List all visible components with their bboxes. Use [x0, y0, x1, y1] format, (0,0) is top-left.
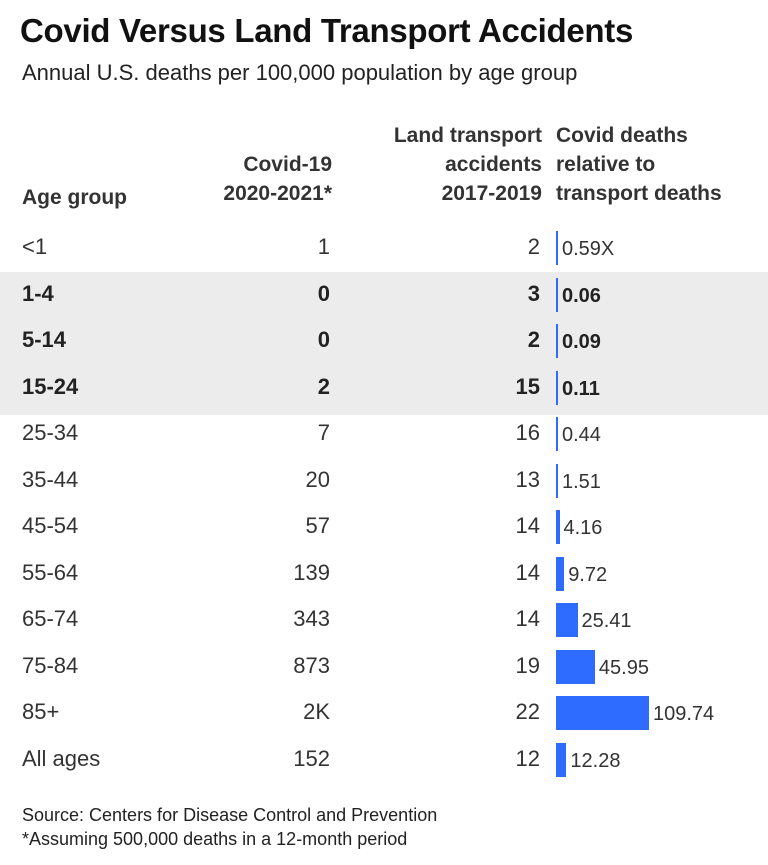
age-group-cell: 15-24 — [22, 373, 79, 399]
source-text: Source: Centers for Disease Control and … — [22, 805, 438, 825]
ratio-label: 0.44 — [562, 424, 601, 446]
transport-deaths-cell: 2 — [527, 234, 540, 259]
ratio-bar — [556, 417, 558, 451]
transport-deaths-cell: 15 — [515, 373, 540, 399]
ratio-bar — [556, 649, 595, 684]
age-group-cell: 45-54 — [22, 513, 79, 538]
covid-deaths-cell: 0 — [317, 280, 330, 306]
table-row: 75-84 873 19 45.95 — [0, 643, 768, 689]
chart-title: Covid Versus Land Transport Accidents — [20, 12, 634, 49]
header-land-line3: 2017-2019 — [441, 182, 542, 205]
ratio-bar — [556, 742, 567, 777]
table-row: 55-64 139 14 9.72 — [0, 550, 768, 596]
ratio-bar — [556, 603, 578, 637]
covid-deaths-cell: 152 — [293, 745, 330, 771]
ratio-bar — [556, 510, 560, 544]
covid-deaths-cell: 57 — [305, 513, 330, 538]
table-row: 45-54 57 14 4.16 — [0, 503, 768, 549]
ratio-label: 4.16 — [563, 517, 603, 539]
header-ratio-line3: transport deaths — [556, 182, 722, 205]
ratio-label: 109.74 — [653, 703, 715, 725]
table-row: 15-24 2 15 0.11 — [0, 364, 768, 410]
age-group-cell: 1-4 — [22, 280, 54, 306]
transport-deaths-cell: 22 — [515, 699, 540, 724]
header-age-label: Age group — [22, 186, 127, 209]
table-row: 1-4 0 3 0.06 — [0, 271, 768, 317]
ratio-label: 1.51 — [562, 470, 601, 493]
ratio-bar — [556, 463, 558, 498]
ratio-bar — [556, 324, 558, 358]
age-group-cell: 85+ — [22, 699, 60, 724]
transport-deaths-cell: 14 — [515, 513, 540, 538]
covid-deaths-cell: 1 — [317, 234, 330, 259]
transport-deaths-cell: 13 — [515, 466, 540, 492]
ratio-label: 45.95 — [598, 656, 649, 679]
header-covid-line1: Covid-19 — [243, 153, 332, 176]
table-row: 35-44 20 13 1.51 — [0, 457, 768, 503]
covid-deaths-cell: 873 — [293, 652, 330, 678]
age-group-cell: All ages — [22, 745, 101, 771]
covid-deaths-cell: 2K — [303, 699, 330, 724]
covid-deaths-cell: 343 — [293, 606, 330, 631]
header-land-line2: accidents — [445, 153, 542, 176]
ratio-bar — [556, 370, 558, 405]
transport-deaths-cell: 14 — [515, 559, 540, 585]
ratio-label: 0.11 — [562, 377, 600, 400]
header-covid-line2: 2020-2021* — [223, 182, 332, 205]
age-group-cell: 25-34 — [22, 420, 79, 445]
header-land-transport: Land transport accidents 2017-2019 — [312, 121, 542, 208]
header-covid: Covid-19 2020-2021* — [132, 150, 332, 208]
transport-deaths-cell: 14 — [515, 606, 540, 631]
table-row: All ages 152 12 12.28 — [0, 736, 768, 782]
covid-deaths-cell: 20 — [305, 466, 330, 492]
transport-deaths-cell: 2 — [527, 327, 540, 352]
chart-subtitle: Annual U.S. deaths per 100,000 populatio… — [22, 60, 578, 85]
table-row: <1 1 2 0.59X — [0, 224, 768, 270]
header-ratio: Covid deaths relative to transport death… — [556, 121, 766, 208]
ratio-label: 0.06 — [562, 284, 601, 307]
covid-deaths-cell: 2 — [317, 373, 330, 399]
table-row: 5-14 0 2 0.09 — [0, 317, 768, 363]
header-land-line1: Land transport — [393, 124, 542, 147]
header-ratio-line2: relative to — [556, 153, 656, 176]
covid-deaths-cell: 7 — [317, 420, 330, 445]
ratio-bar — [556, 556, 565, 591]
age-group-cell: 5-14 — [22, 327, 67, 352]
source-note: Source: Centers for Disease Control and … — [22, 803, 437, 851]
table-row: 65-74 343 14 25.41 — [0, 596, 768, 642]
ratio-bar — [556, 696, 649, 730]
ratio-label: 12.28 — [570, 749, 621, 772]
ratio-label: 0.59X — [562, 238, 615, 260]
transport-deaths-cell: 16 — [515, 420, 540, 445]
ratio-label: 9.72 — [568, 563, 608, 586]
table-row: 25-34 7 16 0.44 — [0, 410, 768, 456]
age-group-cell: 55-64 — [22, 559, 79, 585]
covid-deaths-cell: 0 — [317, 327, 330, 352]
header-ratio-line1: Covid deaths — [556, 124, 688, 147]
highlight-band — [0, 272, 768, 415]
transport-deaths-cell: 19 — [515, 652, 540, 678]
table-row: 85+ 2K 22 109.74 — [0, 689, 768, 735]
ratio-bar — [556, 277, 558, 312]
footnote-text: *Assuming 500,000 deaths in a 12-month p… — [22, 829, 408, 849]
header-age-group: Age group — [22, 183, 127, 212]
age-group-cell: <1 — [22, 234, 48, 259]
covid-deaths-cell: 139 — [293, 559, 330, 585]
ratio-label: 0.09 — [562, 331, 601, 353]
ratio-label: 25.41 — [581, 610, 632, 632]
age-group-cell: 35-44 — [22, 466, 79, 492]
ratio-bar — [556, 231, 558, 265]
age-group-cell: 65-74 — [22, 606, 79, 631]
transport-deaths-cell: 3 — [527, 280, 540, 306]
age-group-cell: 75-84 — [22, 652, 79, 678]
transport-deaths-cell: 12 — [515, 745, 540, 771]
